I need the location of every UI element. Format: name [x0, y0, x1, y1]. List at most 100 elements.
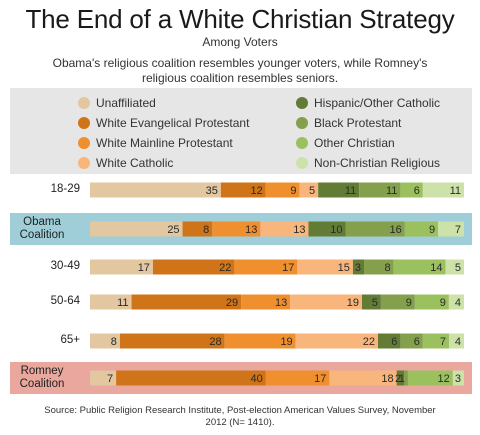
data-label: 19	[347, 297, 359, 309]
bar-segment	[131, 294, 242, 310]
data-label: 9	[290, 185, 296, 197]
data-label: 9	[440, 297, 446, 309]
data-label: 16	[390, 224, 402, 236]
data-label: 35	[206, 185, 218, 197]
legend-swatch	[78, 137, 90, 149]
legend-label: Other Christian	[314, 136, 395, 150]
bar-segment	[422, 182, 464, 198]
legend-label: Non-Christian Religious	[314, 156, 441, 170]
legend-swatch	[296, 157, 308, 169]
bar-segment	[364, 259, 394, 275]
bar-segment	[297, 259, 353, 275]
data-label: 6	[391, 336, 397, 348]
bar-segment	[90, 333, 120, 349]
bar-segment	[329, 370, 397, 386]
bar-segment	[116, 370, 266, 386]
bar-segment	[265, 182, 300, 198]
bar-segment	[182, 221, 213, 237]
row-label: 30-49	[50, 260, 80, 272]
bar-segment	[152, 259, 235, 275]
data-label: 15	[338, 262, 350, 274]
bar-segment	[90, 182, 221, 198]
data-label: 14	[430, 262, 442, 274]
data-label: 17	[314, 373, 326, 385]
bar-segment	[359, 182, 401, 198]
row-label: Obama Coalition	[2, 216, 82, 242]
bar-segment	[260, 221, 309, 237]
bar-segment	[448, 294, 464, 310]
data-label: 11	[345, 185, 356, 197]
data-label: 4	[455, 297, 461, 309]
data-label: 22	[363, 336, 375, 348]
data-label: 29	[226, 297, 238, 309]
bar-segment	[452, 370, 464, 386]
bar-segment	[414, 294, 449, 310]
bar-segment	[90, 259, 153, 275]
bar-segment	[377, 333, 401, 349]
data-label: 11	[450, 185, 461, 197]
data-label: 12	[438, 373, 450, 385]
legend-swatch	[78, 117, 90, 129]
chart-subtitle: Among Voters	[202, 35, 278, 49]
data-label: 8	[111, 336, 117, 348]
row-label: 50-64	[50, 295, 80, 307]
data-label: 12	[251, 185, 263, 197]
bar-segment	[212, 221, 261, 237]
bar-segment	[422, 333, 450, 349]
bar-segment	[345, 221, 405, 237]
bar-segment	[393, 259, 446, 275]
bar-segment	[90, 370, 117, 386]
data-label: 7	[455, 224, 461, 236]
data-label: 9	[406, 297, 412, 309]
data-label: 17	[282, 262, 294, 274]
bar-segment	[404, 370, 408, 386]
bar-segment	[290, 294, 362, 310]
data-label: 17	[138, 262, 150, 274]
bar-segment	[445, 259, 464, 275]
data-label: 10	[330, 224, 342, 236]
legend-label: White Evangelical Protestant	[96, 116, 250, 130]
legend-label: White Mainline Protestant	[96, 136, 233, 150]
bar-segment	[119, 333, 225, 349]
bar-segment	[234, 259, 298, 275]
data-label: 18	[381, 373, 393, 385]
bar-segment	[400, 333, 423, 349]
bar-segment	[352, 259, 365, 275]
bar-segment	[299, 182, 319, 198]
bar-segment	[90, 294, 132, 310]
data-label: 40	[251, 373, 263, 385]
data-label: 28	[209, 336, 221, 348]
legend-label: Hispanic/Other Catholic	[314, 96, 441, 110]
bar-segment	[318, 182, 360, 198]
bar-segment	[295, 333, 378, 349]
bar-segment	[224, 333, 296, 349]
source-note: Source: Public Religion Research Institu…	[44, 405, 436, 428]
data-label: 5	[309, 185, 315, 197]
data-label: 3	[355, 262, 361, 274]
data-label: 19	[280, 336, 292, 348]
bar-segment	[220, 182, 266, 198]
bar-segment	[241, 294, 291, 310]
bar-segment	[404, 221, 439, 237]
legend: Unaffiliated White Evangelical Protestant…	[10, 88, 472, 174]
data-label: 8	[203, 224, 209, 236]
data-label: 13	[293, 224, 305, 236]
bar-segment	[380, 294, 415, 310]
legend-label: White Catholic	[96, 156, 174, 170]
row-label-line: Coalition	[19, 378, 65, 390]
row-label: Romney Coalition	[2, 365, 82, 391]
data-label: 5	[372, 297, 378, 309]
legend-label: Unaffiliated	[96, 96, 156, 110]
legend-swatch	[78, 157, 90, 169]
row-label: 18-29	[50, 183, 80, 195]
bar-segment	[396, 370, 405, 386]
data-label: 6	[414, 336, 420, 348]
data-label: 13	[245, 224, 257, 236]
data-label: 8	[385, 262, 391, 274]
data-label: 11	[386, 185, 397, 197]
bar-segment	[90, 221, 183, 237]
chart-title: The End of a White Christian Strategy	[25, 4, 455, 34]
data-label: 7	[107, 373, 113, 385]
bar-segment	[449, 333, 464, 349]
